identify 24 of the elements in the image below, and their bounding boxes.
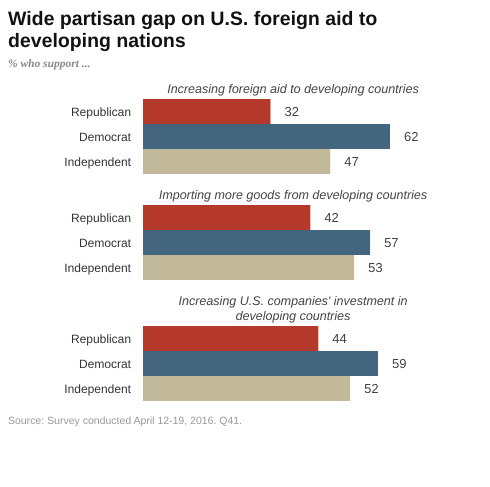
- data-label: 47: [344, 154, 359, 170]
- chart-title: Importing more goods from developing countries: [158, 188, 428, 203]
- y-tick-label: Independent: [64, 260, 132, 275]
- y-tick-label: Independent: [64, 382, 132, 396]
- data-label: 59: [392, 356, 407, 372]
- data-label: 53: [368, 260, 383, 276]
- y-tick-label: Independent: [64, 154, 132, 169]
- source-note: Source: Survey conducted April 12-19, 2016. Q41.: [8, 415, 244, 427]
- data-label: 42: [324, 210, 339, 226]
- y-tick-label: Republican: [70, 332, 131, 346]
- data-label: 52: [364, 381, 379, 396]
- data-label: 62: [404, 129, 418, 144]
- y-tick-label: Republican: [70, 210, 131, 225]
- data-label: 44: [332, 331, 347, 346]
- data-label: 57: [384, 235, 399, 250]
- chart-title: Increasing foreign aid to developing countries: [166, 82, 420, 97]
- y-tick-label: Republican: [70, 104, 131, 119]
- y-tick-label: Democrat: [78, 356, 132, 371]
- text: % who support ...: [8, 58, 92, 70]
- chart-title: Increasing U.S. companies' investment in developing countries: [178, 294, 408, 324]
- y-tick-label: Democrat: [78, 130, 132, 144]
- data-label: 32: [284, 104, 299, 120]
- text: Wide partisan gap on U.S. foreign aid to developing nations: [8, 8, 378, 52]
- y-tick-label: Democrat: [78, 236, 132, 250]
